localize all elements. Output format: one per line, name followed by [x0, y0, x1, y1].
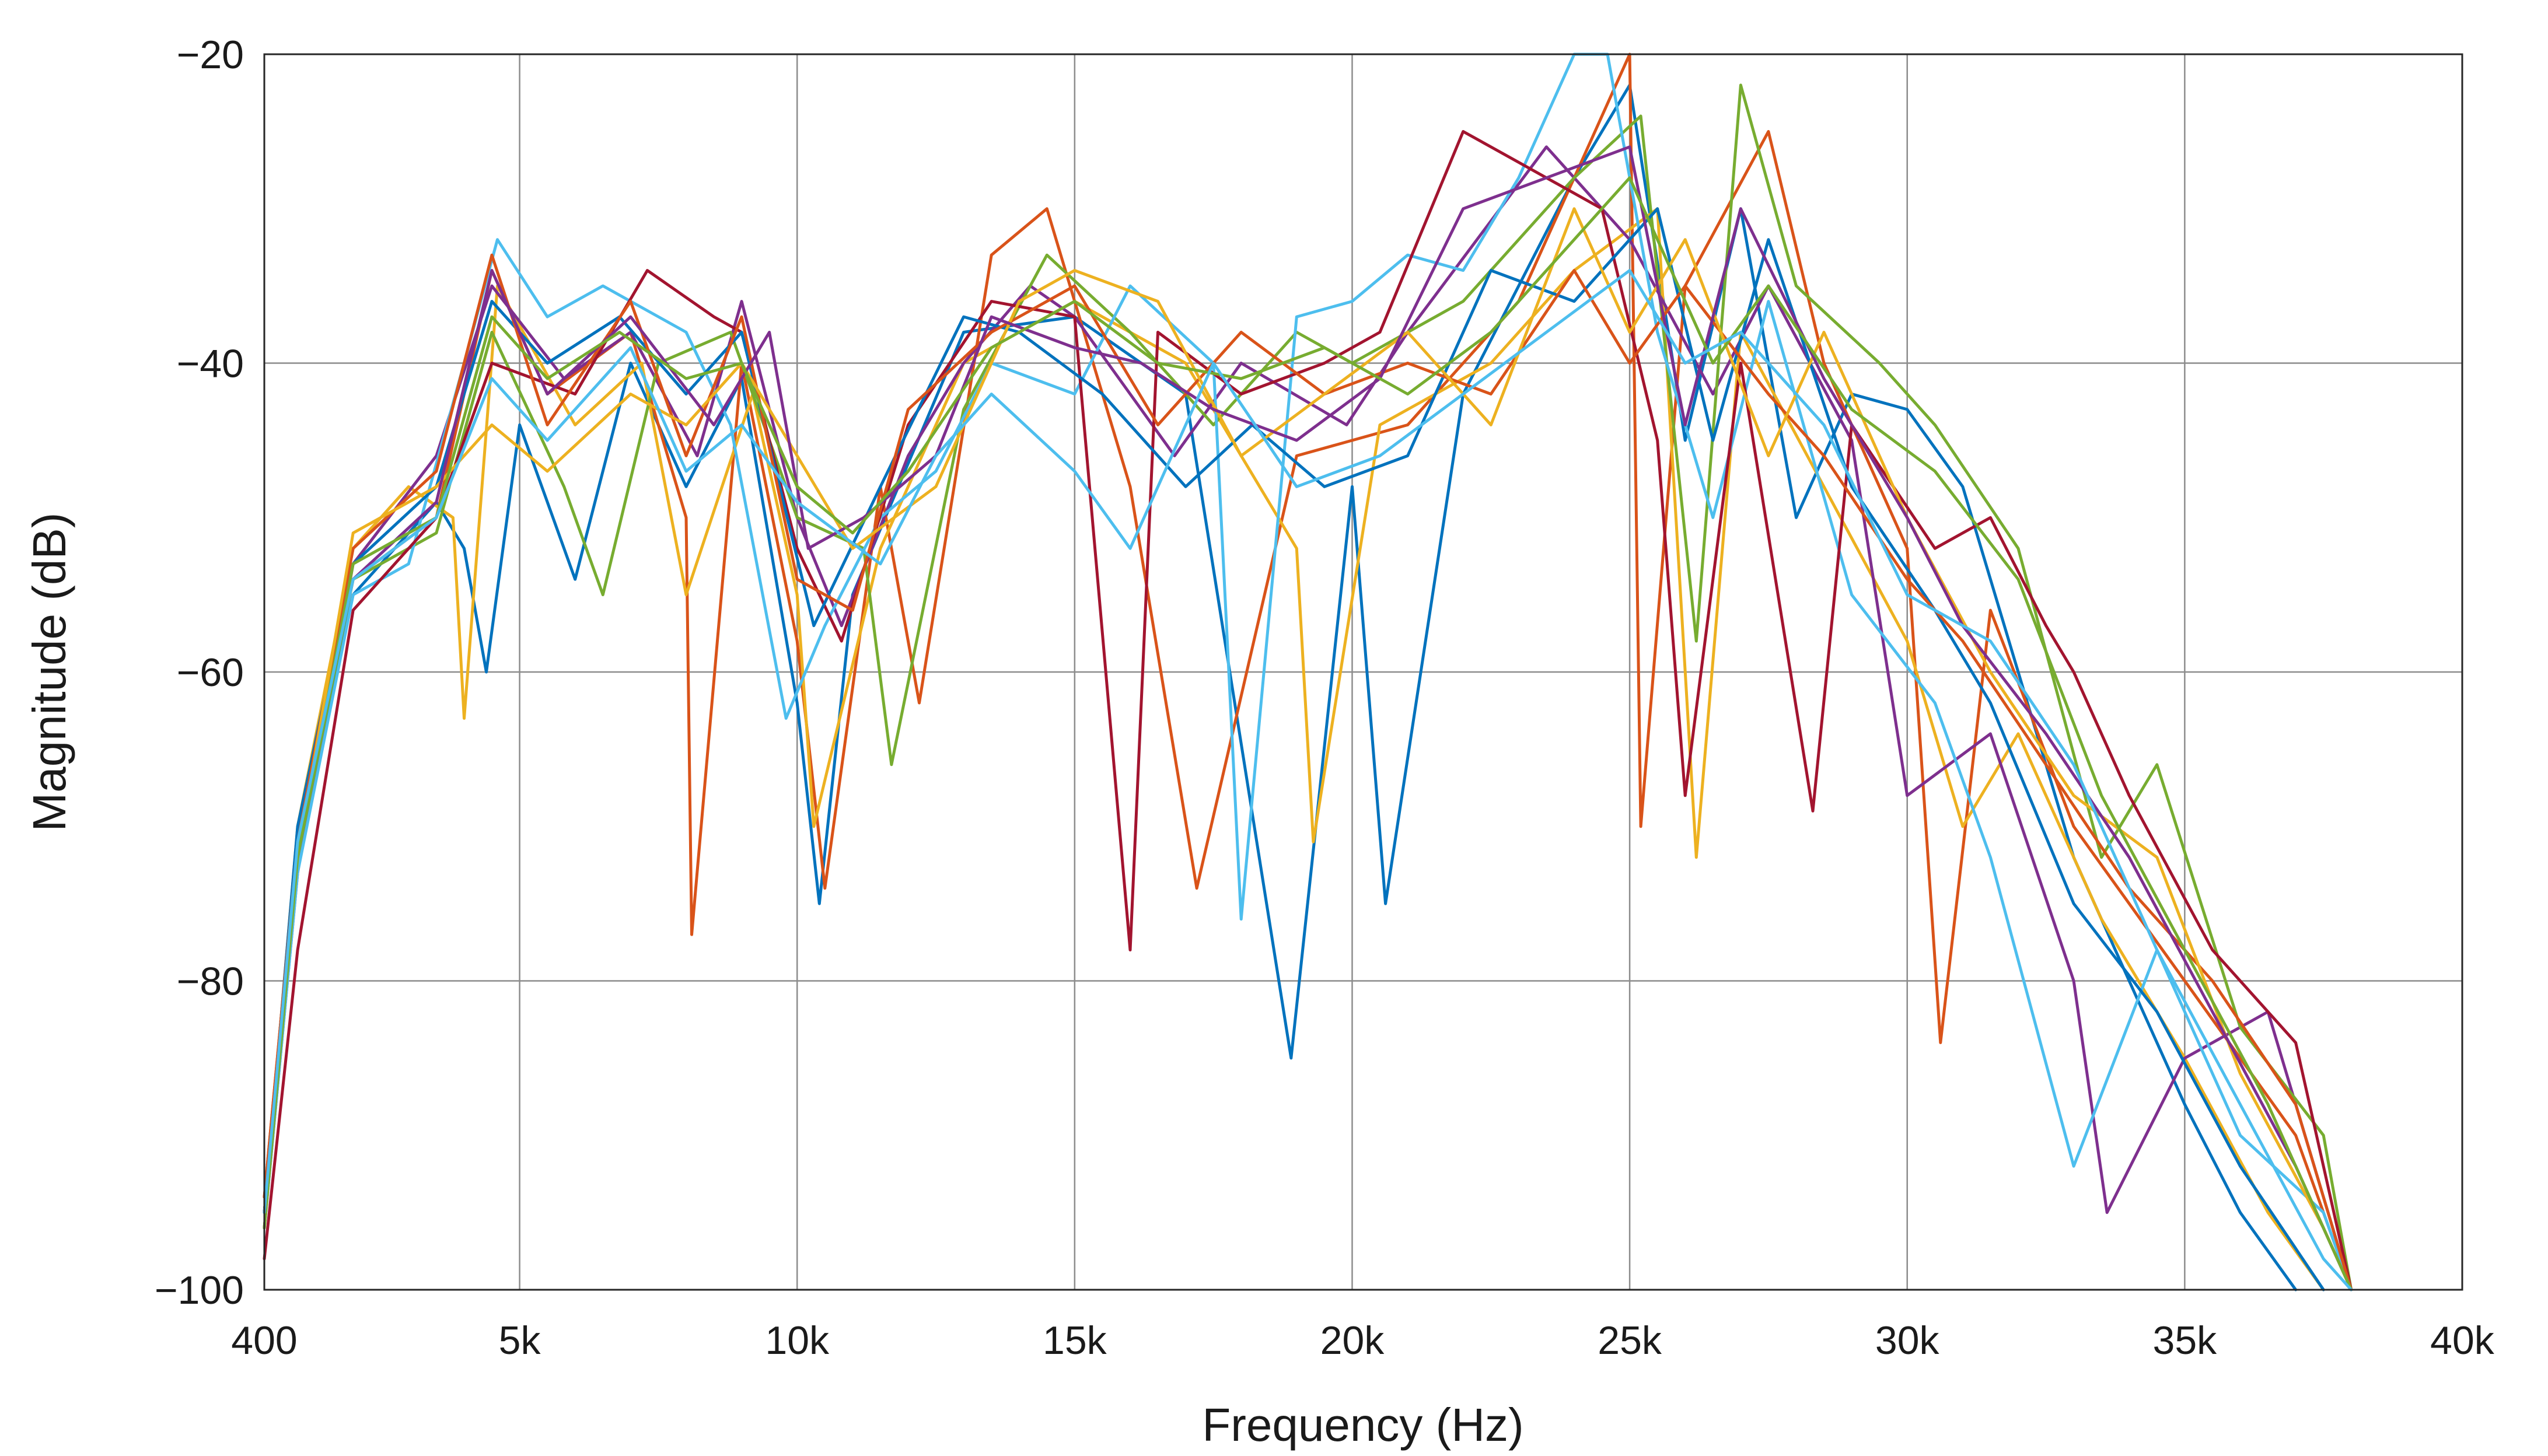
- x-tick-label: 40k: [2430, 1318, 2495, 1363]
- x-tick-label: 400: [231, 1318, 297, 1363]
- series-lines: [263, 52, 2353, 1292]
- x-tick-labels: 400 5k 10k 15k 20k 25k 30k 35k 40k: [231, 1318, 2495, 1363]
- x-tick-label: 15k: [1043, 1318, 1107, 1363]
- series-line-12: [263, 176, 2353, 1292]
- x-tick-label: 10k: [765, 1318, 830, 1363]
- x-tick-label: 30k: [1875, 1318, 1940, 1363]
- series-line-9: [263, 253, 2353, 1292]
- series-line-1: [263, 83, 2298, 1292]
- series-line-5: [263, 83, 2353, 1292]
- x-tick-label: 5k: [499, 1318, 541, 1363]
- y-tick-label: −20: [177, 33, 244, 77]
- y-tick-label: −60: [177, 650, 244, 695]
- grid-lines: [264, 54, 2462, 1290]
- series-line-10: [263, 207, 2353, 1292]
- plot-frame: [263, 53, 2463, 1291]
- series-line-13: [263, 269, 2353, 1292]
- series-line-2: [263, 52, 2353, 1292]
- y-tick-label: −100: [155, 1268, 244, 1312]
- y-tick-label: −80: [177, 960, 244, 1004]
- series-line-6: [263, 52, 2353, 1292]
- x-tick-label: 20k: [1320, 1318, 1385, 1363]
- y-tick-label: −40: [177, 342, 244, 386]
- x-tick-label: 35k: [2153, 1318, 2218, 1363]
- x-tick-label: 25k: [1598, 1318, 1662, 1363]
- y-tick-labels: −20 −40 −60 −80 −100: [155, 33, 244, 1312]
- y-axis-title: Magnitude (dB): [23, 513, 75, 832]
- x-axis-title: Frequency (Hz): [1202, 1399, 1523, 1451]
- series-line-3: [263, 207, 2325, 1292]
- series-line-8: [263, 207, 2325, 1292]
